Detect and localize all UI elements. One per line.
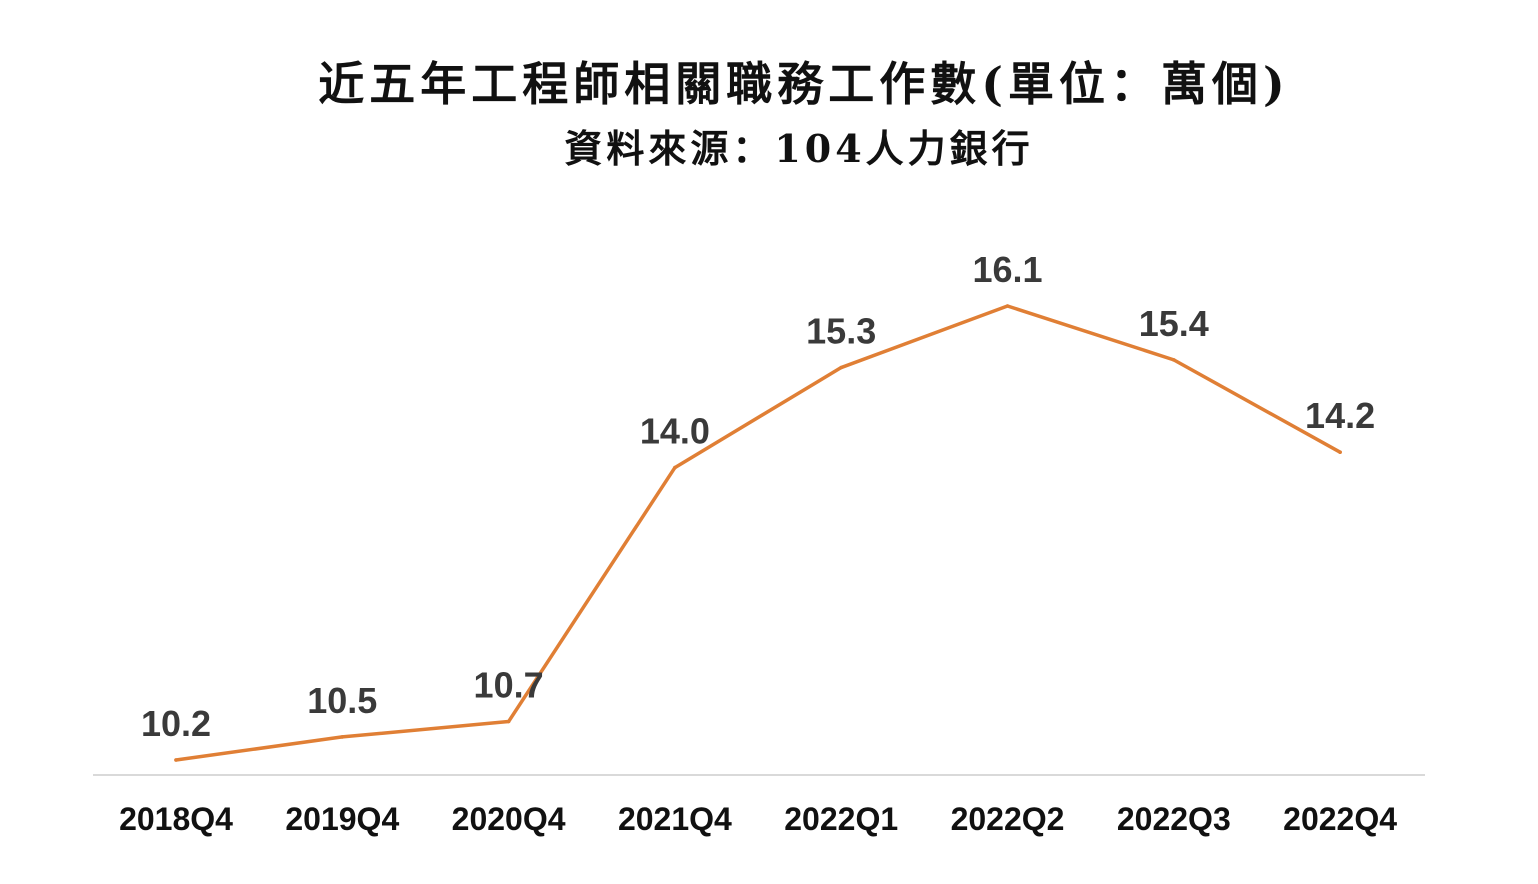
data-point — [1005, 304, 1010, 308]
x-tick-label: 2019Q4 — [285, 801, 399, 837]
x-tick-label: 2022Q4 — [1283, 801, 1397, 837]
data-point — [839, 365, 843, 370]
data-label: 10.5 — [307, 680, 377, 721]
chart-subtitle: 資料來源：104人力銀行 — [564, 126, 1034, 171]
data-label: 10.7 — [474, 665, 544, 706]
data-label: 15.3 — [806, 311, 876, 352]
series-line — [174, 304, 1342, 762]
x-tick-label: 2021Q4 — [618, 801, 732, 837]
plot-area: 2018Q4 2019Q4 2020Q4 2021Q4 2022Q1 2022Q2 2022… — [93, 249, 1425, 837]
data-point — [340, 735, 345, 739]
data-label: 10.2 — [141, 703, 211, 744]
data-label: 14.2 — [1305, 395, 1375, 436]
data-point — [1172, 358, 1176, 362]
x-tick-label: 2022Q3 — [1117, 801, 1231, 837]
x-tick-label: 2022Q2 — [951, 801, 1065, 837]
x-tick-label: 2020Q4 — [452, 801, 566, 837]
data-point — [506, 719, 511, 724]
data-point — [174, 758, 178, 762]
x-tick-label: 2022Q1 — [784, 801, 898, 837]
data-label: 14.0 — [640, 411, 710, 452]
x-tick-label: 2018Q4 — [119, 801, 233, 837]
data-point — [673, 465, 677, 470]
data-label: 16.1 — [972, 249, 1042, 290]
data-label: 15.4 — [1139, 303, 1209, 344]
data-point — [1338, 450, 1342, 455]
chart-title: 近五年工程師相關職務工作數(單位：萬個) — [318, 57, 1290, 111]
